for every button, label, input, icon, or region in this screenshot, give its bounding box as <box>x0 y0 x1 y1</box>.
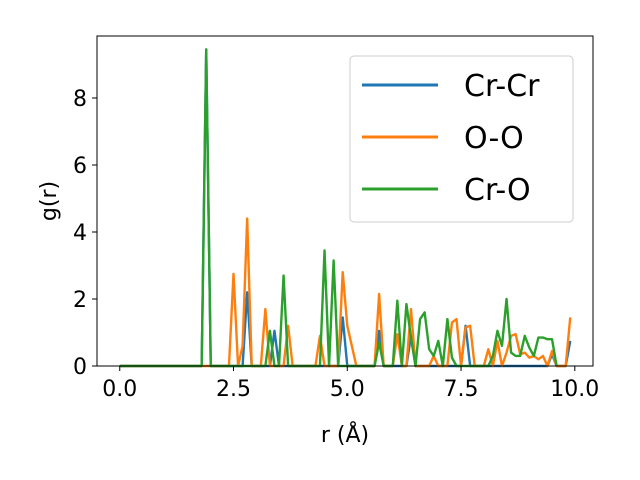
y-tick-label: 4 <box>73 221 87 246</box>
x-axis-label: r (Å) <box>321 421 369 448</box>
y-axis-label: g(r) <box>37 181 62 221</box>
legend-label-cr-o: Cr-O <box>464 173 531 208</box>
x-tick-label: 0.0 <box>102 377 137 402</box>
y-tick-label: 2 <box>73 288 87 313</box>
y-tick-label: 0 <box>73 355 87 380</box>
y-tick-label: 8 <box>73 87 87 112</box>
legend: Cr-Cr O-O Cr-O <box>349 55 574 223</box>
y-tick-label: 6 <box>73 154 87 179</box>
x-tick-label: 7.5 <box>444 377 479 402</box>
plot-frame <box>96 35 594 367</box>
legend-label-cr-cr: Cr-Cr <box>464 69 540 104</box>
x-tick-label: 5.0 <box>330 377 365 402</box>
legend-box <box>349 55 574 223</box>
ticks-layer: 0.0 2.5 5.0 7.5 10.0 0 2 4 6 8 <box>73 87 599 402</box>
legend-label-o-o: O-O <box>464 121 524 156</box>
x-tick-label: 10.0 <box>550 377 599 402</box>
x-tick-label: 2.5 <box>216 377 251 402</box>
